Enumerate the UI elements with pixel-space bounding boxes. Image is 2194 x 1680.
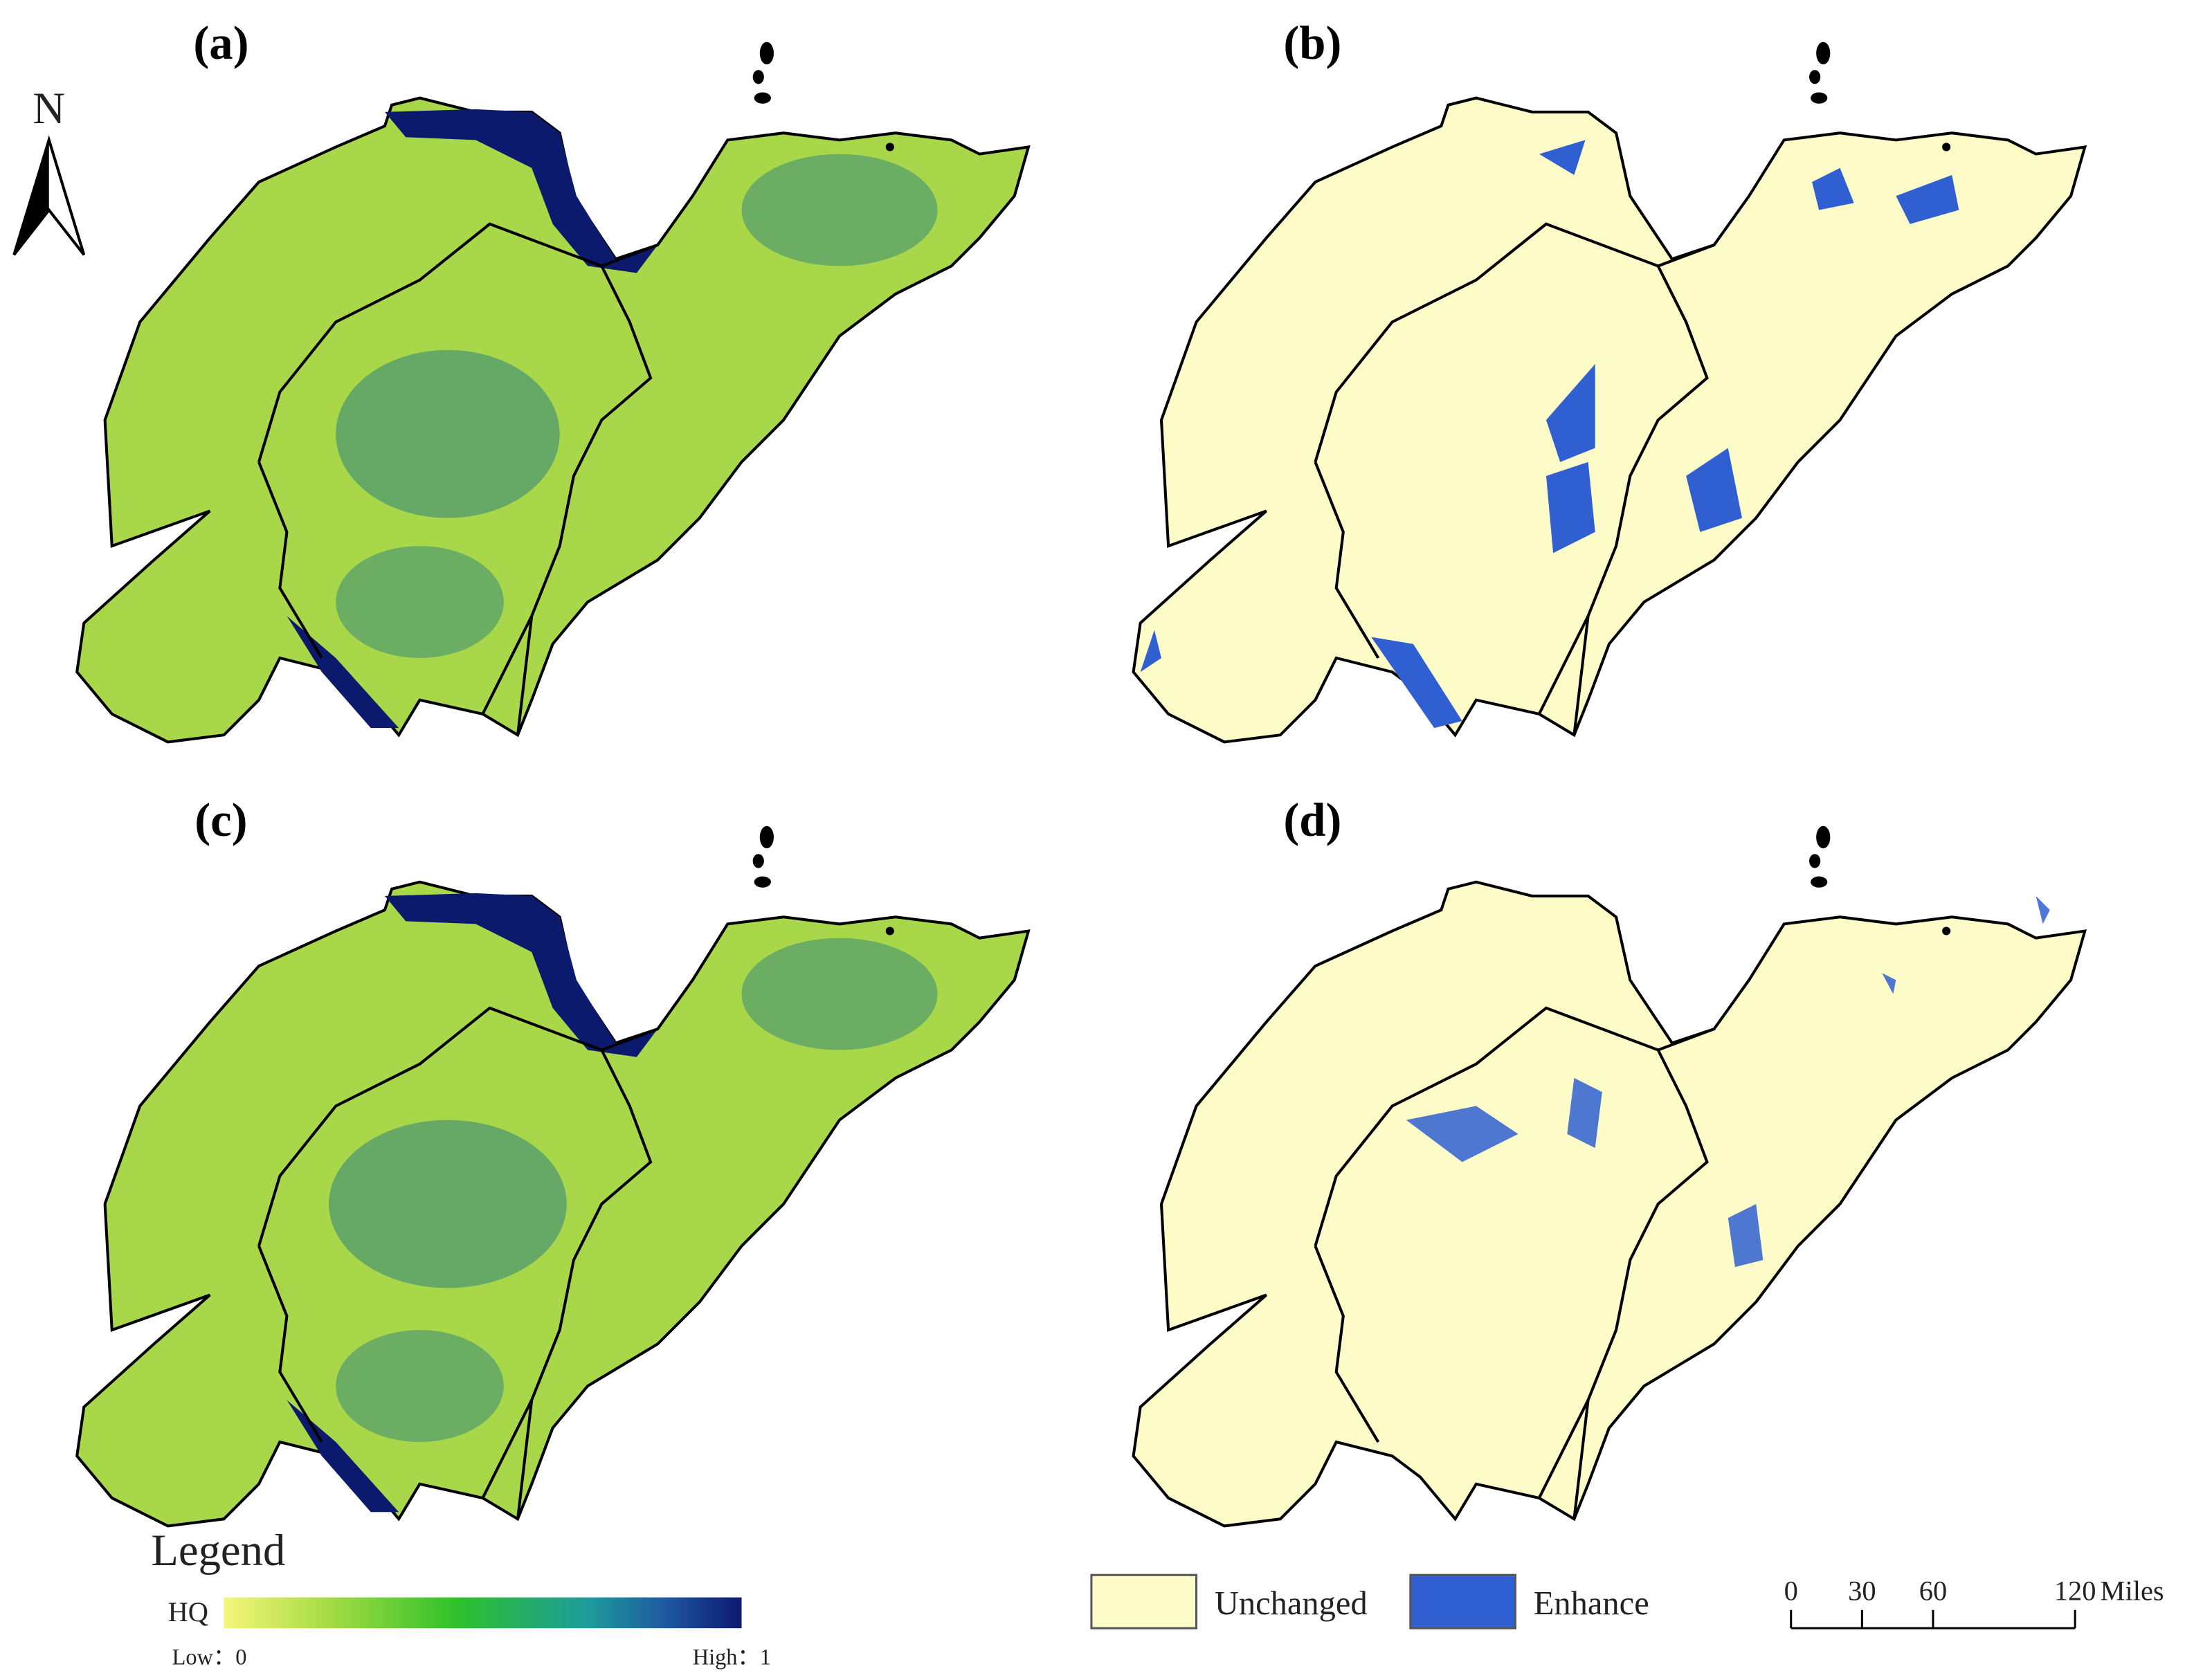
- legend-swatch: [1409, 1573, 1516, 1629]
- panel-label: (d): [1283, 794, 1341, 846]
- legend-label: Unchanged: [1215, 1585, 1368, 1622]
- color-ramp: [224, 1597, 742, 1629]
- scale-label: 30: [1848, 1576, 1876, 1607]
- scale-label: 0: [1784, 1576, 1798, 1607]
- legend-label: Enhance: [1534, 1585, 1649, 1622]
- map-c: [77, 825, 1028, 1526]
- map-d: [1134, 825, 2085, 1526]
- legend-low: Low：0: [172, 1645, 247, 1670]
- panel-label: (c): [194, 794, 247, 846]
- scale-bar: 0 30 60 120 Miles: [1784, 1576, 2164, 1629]
- map-b: [1134, 42, 2085, 742]
- category-legend: Unchanged Enhance: [1090, 1573, 1649, 1629]
- scale-label: 60: [1919, 1576, 1947, 1607]
- panel-label: (b): [1283, 17, 1341, 69]
- map-a: [77, 42, 1028, 742]
- legend-title: Legend: [151, 1525, 285, 1575]
- north-label: N: [33, 83, 65, 133]
- panel-label: (a): [193, 17, 248, 69]
- legend-name: HQ: [168, 1596, 208, 1627]
- legend-swatch: [1090, 1573, 1198, 1629]
- legend-high: High：1: [693, 1645, 771, 1670]
- scale-label: 120: [2054, 1576, 2096, 1607]
- north-arrow: N: [12, 83, 86, 256]
- scale-unit: Miles: [2101, 1576, 2164, 1607]
- panel-labels: (a) (b) (c) (d): [193, 17, 1341, 846]
